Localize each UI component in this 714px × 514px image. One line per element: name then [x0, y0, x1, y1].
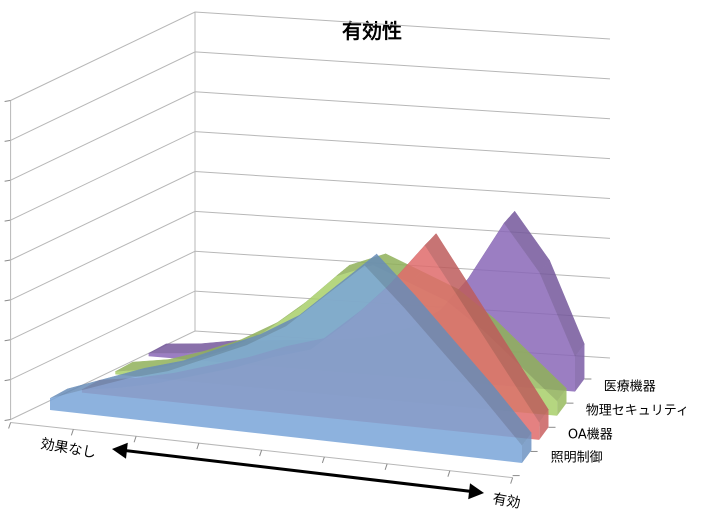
gridline	[10, 91, 611, 181]
y-tick	[4, 139, 11, 142]
y-tick	[4, 418, 11, 421]
series-label: OA機器	[568, 428, 613, 443]
chart-series	[49, 210, 585, 463]
arrow-shaft	[121, 448, 475, 494]
series-end-face	[575, 344, 585, 392]
x-tick	[70, 429, 74, 436]
x-tick	[384, 463, 388, 470]
x-axis-right-end-label: 有効	[491, 491, 521, 512]
y-tick	[4, 99, 11, 102]
y-tick	[4, 259, 11, 262]
series-front-face	[50, 265, 522, 463]
gridline	[10, 11, 611, 101]
series-label: 物理セキュリティ	[586, 403, 689, 418]
x-tick	[8, 422, 12, 429]
chart-gridlines	[4, 11, 611, 484]
x-axis-left-end-label: 効果なし	[39, 436, 97, 461]
x-tick	[133, 436, 137, 443]
chart-title: 有効性	[342, 19, 402, 43]
gridline	[10, 51, 611, 141]
y-tick	[4, 299, 11, 302]
gridline	[10, 131, 611, 221]
x-tick	[259, 449, 263, 457]
y-tick	[4, 339, 11, 342]
arrow-head-right	[468, 483, 484, 500]
series-end-face	[539, 409, 549, 440]
y-tick	[4, 179, 11, 182]
series-label: 照明制御	[551, 451, 603, 466]
arrow-head-left	[112, 442, 128, 459]
y-tick	[4, 379, 11, 382]
x-tick	[196, 442, 200, 450]
y-tick	[4, 219, 11, 222]
x-tick	[447, 470, 451, 477]
x-tick	[510, 477, 514, 484]
series-label: 医療機器	[604, 379, 656, 394]
series-end-face	[557, 388, 567, 416]
series-end-face	[522, 433, 532, 463]
series-1	[49, 253, 532, 463]
x-tick	[321, 456, 325, 464]
effectiveness-arrow	[112, 442, 484, 500]
